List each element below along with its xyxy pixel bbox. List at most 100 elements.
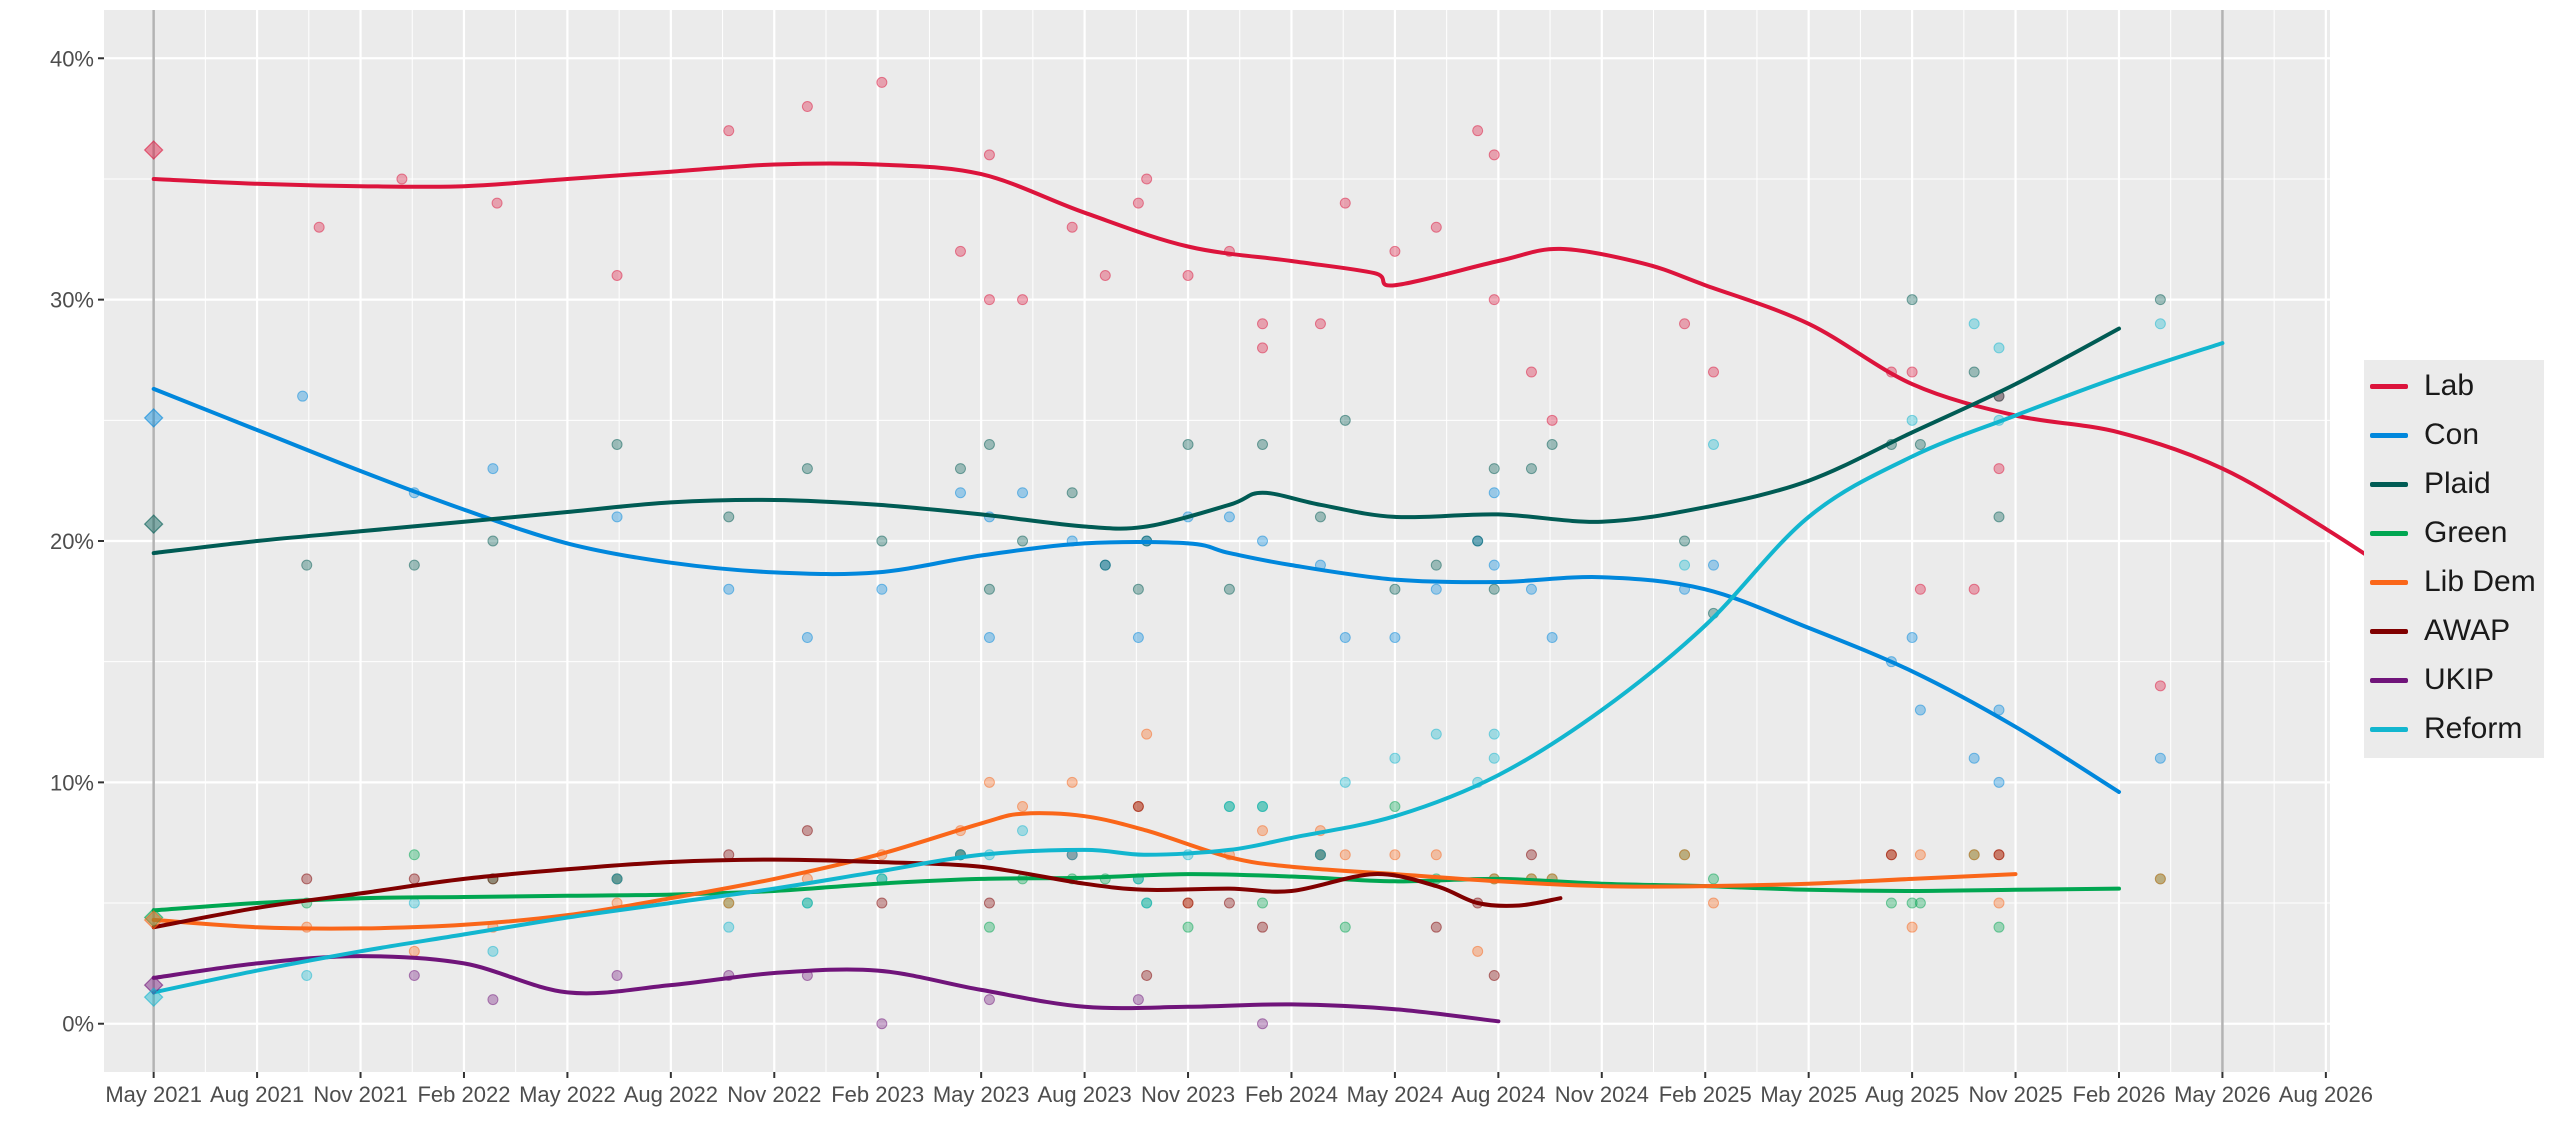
poll-point-reform [1017, 825, 1029, 837]
poll-point-plaid [1257, 438, 1269, 450]
poll-point-awap [301, 873, 313, 885]
poll-point-lib-dem [1066, 776, 1078, 788]
poll-point-lab [983, 149, 995, 161]
poll-point-con [1968, 752, 1980, 764]
poll-point-reform [487, 945, 499, 957]
x-tick-label: Feb 2022 [417, 1082, 510, 1107]
poll-point-lib-dem [1914, 849, 1926, 861]
election-result-con [143, 408, 164, 428]
poll-point-plaid [954, 463, 966, 475]
poll-point-reform [801, 897, 813, 909]
poll-point-reform [1314, 849, 1326, 861]
poll-point-awap [1993, 849, 2005, 861]
legend-swatch [2370, 432, 2408, 438]
x-tick-label: Nov 2025 [1968, 1082, 2062, 1107]
poll-point-awap [1257, 921, 1269, 933]
x-tick-label: Aug 2026 [2279, 1082, 2373, 1107]
poll-point-lib-dem [1389, 849, 1401, 861]
election-result-lab [143, 140, 164, 160]
election-result-lib-dem [143, 910, 164, 930]
poll-point-green [983, 921, 995, 933]
poll-point-reform [2154, 318, 2166, 330]
poll-point-ukip [876, 1018, 888, 1030]
poll-point-awap [1488, 969, 1500, 981]
poll-point-lab [1099, 270, 1111, 281]
poll-point-lib-dem [1472, 945, 1484, 957]
poll-point-lab [983, 294, 995, 306]
y-tick-label: 40% [50, 46, 94, 71]
legend-swatch [2370, 628, 2408, 634]
trend-line-awap [151, 857, 1563, 930]
legend-label: Plaid [2424, 467, 2491, 500]
poll-point-con [297, 390, 309, 402]
x-tick-label: May 2021 [105, 1082, 202, 1107]
poll-point-con [723, 583, 735, 595]
trend-line-lab [151, 161, 2432, 599]
poll-point-lab [954, 245, 966, 257]
poll-point-con [1488, 487, 1500, 499]
trend-lines [151, 161, 2432, 1024]
poll-point-lab [1066, 221, 1078, 233]
x-tick-label: Nov 2023 [1141, 1082, 1235, 1107]
poll-point-reform [1993, 342, 2005, 354]
poll-point-lab [313, 221, 325, 233]
poll-point-con [983, 632, 995, 644]
poll-point-reform [1223, 801, 1235, 812]
poll-point-plaid [723, 511, 735, 523]
poll-point-con [1708, 559, 1720, 571]
x-tick-label: Aug 2022 [624, 1082, 718, 1107]
poll-point-awap [876, 897, 888, 909]
poll-point-con [611, 511, 623, 523]
legend-item-lib-dem: Lib Dem [2364, 562, 2536, 602]
poll-point-reform [1679, 559, 1691, 571]
x-tick-label: May 2023 [933, 1082, 1030, 1107]
poll-point-reform [301, 969, 313, 981]
poll-point-con [1906, 632, 1918, 644]
poll-point-lab [1906, 366, 1918, 378]
x-tick-label: Feb 2026 [2073, 1082, 2166, 1107]
poll-point-plaid [801, 463, 813, 475]
poll-point-lab [1993, 463, 2005, 475]
poll-point-plaid [1017, 535, 1029, 547]
poll-point-con [1132, 632, 1144, 644]
poll-point-ukip [408, 969, 420, 981]
legend-label: UKIP [2424, 663, 2495, 696]
legend-item-reform: Reform [2364, 709, 2522, 749]
x-tick-label: May 2022 [519, 1082, 616, 1107]
election-results [143, 140, 164, 1008]
legend-swatch [2370, 677, 2408, 683]
poll-point-con [1017, 487, 1029, 499]
poll-point-green [1885, 897, 1897, 909]
poll-point-lab [801, 101, 813, 113]
poll-point-plaid [1223, 583, 1235, 595]
poll-point-lab [1389, 245, 1401, 257]
poll-point-awap [1885, 849, 1897, 861]
poll-point-lab [1141, 173, 1153, 185]
trend-line-ukip [151, 954, 1501, 1024]
legend-label: AWAP [2424, 614, 2511, 647]
poll-point-con [876, 583, 888, 595]
y-axis: 0% 10% 20% 30% 40% [50, 46, 104, 1037]
poll-point-lab [1708, 366, 1720, 378]
legend-item-plaid: Plaid [2364, 464, 2491, 504]
x-tick-label: Aug 2025 [1865, 1082, 1959, 1107]
poll-point-awap [408, 873, 420, 885]
poll-point-plaid [1099, 559, 1111, 571]
poll-point-lib-dem [1430, 849, 1442, 861]
poll-point-reform [1906, 414, 1918, 426]
poll-point-plaid [301, 559, 313, 571]
poll-point-green [1182, 921, 1194, 933]
poll-point-lab [723, 125, 735, 137]
poll-point-green [1708, 873, 1720, 885]
x-tick-label: Aug 2021 [210, 1082, 304, 1107]
election-result-ukip [143, 975, 164, 995]
legend-label: Con [2424, 418, 2480, 451]
x-tick-label: May 2024 [1347, 1082, 1444, 1107]
legend-item-lab: Lab [2364, 366, 2474, 406]
x-tick-label: Feb 2024 [1245, 1082, 1338, 1107]
poll-point-con [1257, 535, 1269, 547]
poll-point-ukip [487, 994, 499, 1006]
poll-point-lib-dem [723, 897, 735, 909]
poll-point-plaid [1314, 511, 1326, 523]
poll-point-plaid [611, 438, 623, 450]
